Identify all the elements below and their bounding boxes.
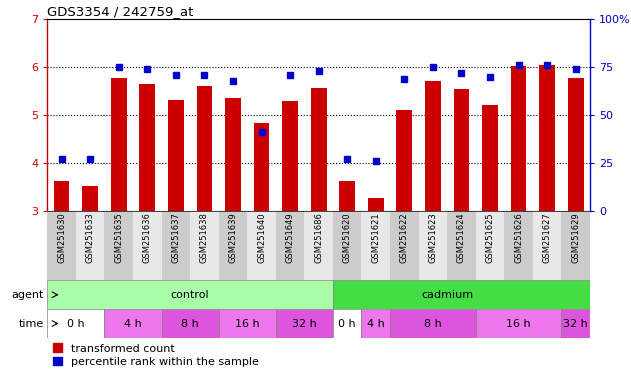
Bar	[47, 309, 105, 338]
Bar	[139, 84, 155, 211]
Bar	[54, 182, 69, 211]
Bar	[333, 309, 362, 338]
Bar	[510, 66, 526, 211]
Bar	[562, 211, 590, 280]
Text: agent: agent	[12, 290, 44, 300]
Bar	[339, 181, 355, 211]
Text: GSM251629: GSM251629	[571, 213, 580, 263]
Text: 16 h: 16 h	[235, 318, 259, 329]
Bar	[425, 81, 440, 211]
Bar	[82, 186, 98, 211]
Text: GSM251640: GSM251640	[257, 213, 266, 263]
Bar	[254, 123, 269, 211]
Text: 4 h: 4 h	[367, 318, 385, 329]
Text: GSM251637: GSM251637	[172, 213, 180, 263]
Bar	[76, 211, 105, 280]
Bar	[282, 101, 298, 211]
Bar	[105, 211, 133, 280]
Text: GSM251621: GSM251621	[371, 213, 380, 263]
Bar	[482, 105, 498, 211]
Bar	[533, 211, 562, 280]
Bar	[568, 78, 584, 211]
Text: GSM251639: GSM251639	[228, 213, 237, 263]
Text: 8 h: 8 h	[181, 318, 199, 329]
Bar	[418, 211, 447, 280]
Text: GSM251622: GSM251622	[400, 213, 409, 263]
Bar	[390, 309, 476, 338]
Bar	[504, 211, 533, 280]
Text: GSM251635: GSM251635	[114, 213, 123, 263]
Bar	[311, 88, 326, 211]
Text: 4 h: 4 h	[124, 318, 142, 329]
Bar	[225, 98, 241, 211]
Text: control: control	[171, 290, 209, 300]
Bar	[47, 211, 76, 280]
Text: GSM251626: GSM251626	[514, 213, 523, 263]
Bar	[476, 309, 562, 338]
Bar	[247, 211, 276, 280]
Bar	[447, 211, 476, 280]
Bar	[304, 211, 333, 280]
Text: GSM251686: GSM251686	[314, 213, 323, 263]
Text: 32 h: 32 h	[292, 318, 317, 329]
Bar	[476, 211, 504, 280]
Bar	[454, 89, 469, 211]
Text: cadmium: cadmium	[421, 290, 473, 300]
Bar	[47, 280, 333, 309]
Bar	[219, 309, 276, 338]
Text: 16 h: 16 h	[506, 318, 531, 329]
Bar	[362, 211, 390, 280]
Bar	[562, 309, 590, 338]
Text: 0 h: 0 h	[67, 318, 85, 329]
Text: 8 h: 8 h	[424, 318, 442, 329]
Text: GSM251624: GSM251624	[457, 213, 466, 263]
Text: GSM251623: GSM251623	[428, 213, 437, 263]
Text: GSM251625: GSM251625	[485, 213, 495, 263]
Bar	[190, 211, 219, 280]
Text: 0 h: 0 h	[338, 318, 356, 329]
Bar	[105, 309, 162, 338]
Bar	[168, 100, 184, 211]
Legend: transformed count, percentile rank within the sample: transformed count, percentile rank withi…	[49, 339, 263, 371]
Text: GSM251633: GSM251633	[86, 213, 95, 263]
Bar	[390, 211, 418, 280]
Bar	[368, 198, 384, 211]
Text: GSM251630: GSM251630	[57, 213, 66, 263]
Text: GSM251627: GSM251627	[543, 213, 551, 263]
Text: GSM251638: GSM251638	[200, 213, 209, 263]
Text: time: time	[19, 318, 44, 329]
Bar	[396, 111, 412, 211]
Bar	[162, 309, 219, 338]
Bar	[196, 86, 212, 211]
Text: 32 h: 32 h	[563, 318, 588, 329]
Bar	[133, 211, 162, 280]
Text: GSM251636: GSM251636	[143, 213, 152, 263]
Bar	[111, 78, 127, 211]
Bar	[276, 309, 333, 338]
Text: GSM251620: GSM251620	[343, 213, 351, 263]
Bar	[276, 211, 304, 280]
Bar	[540, 65, 555, 211]
Text: GSM251649: GSM251649	[286, 213, 295, 263]
Bar	[162, 211, 190, 280]
Bar	[333, 211, 362, 280]
Bar	[219, 211, 247, 280]
Bar	[362, 309, 390, 338]
Bar	[333, 280, 590, 309]
Text: GDS3354 / 242759_at: GDS3354 / 242759_at	[47, 5, 194, 18]
